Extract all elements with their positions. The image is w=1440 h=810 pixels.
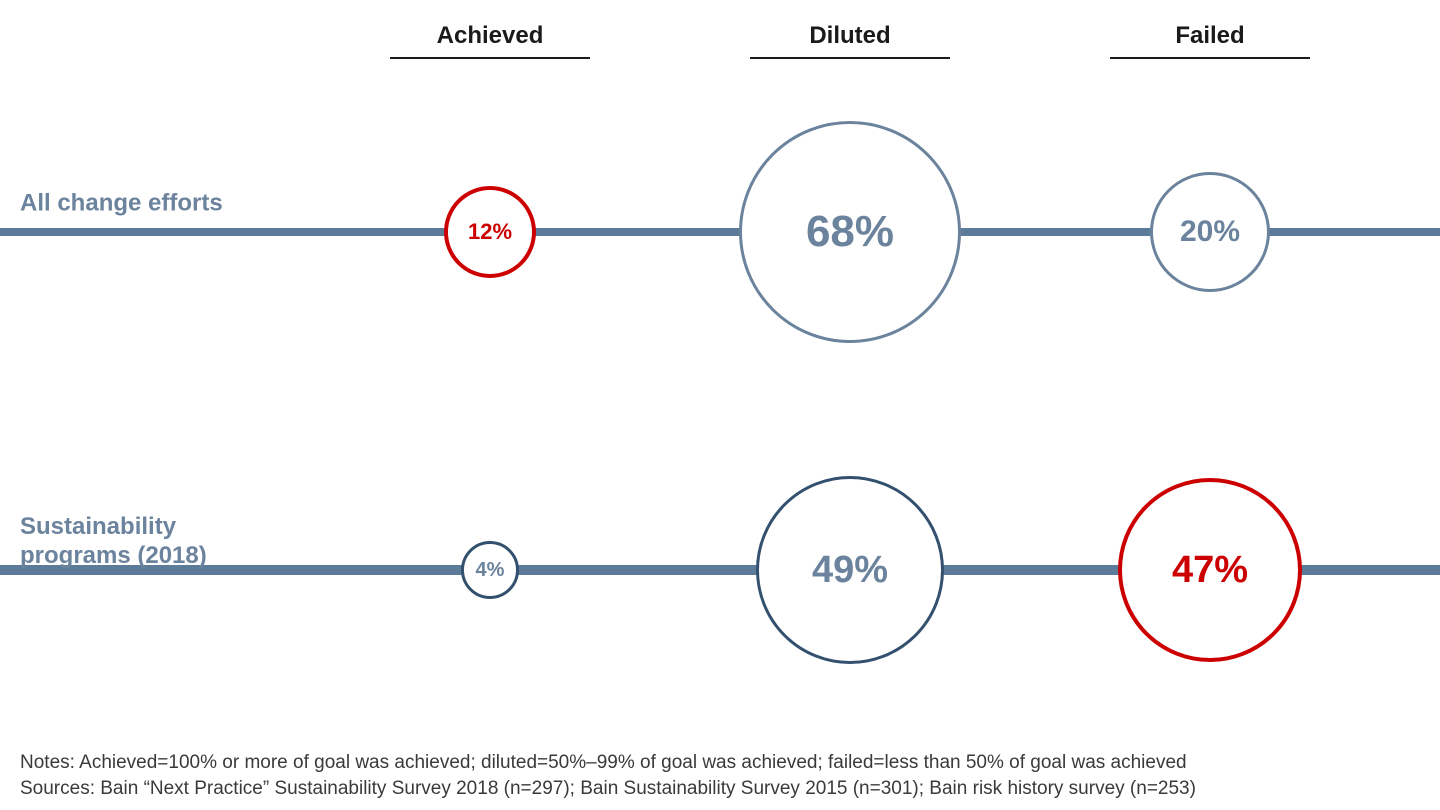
bubble-all_change-diluted: 68% xyxy=(739,121,961,343)
bubble-all_change-achieved: 12% xyxy=(444,186,536,278)
bubble-value-sustainability-diluted: 49% xyxy=(812,549,888,592)
column-underline-achieved xyxy=(390,57,590,59)
row-label-sustainability: Sustainability programs (2018) xyxy=(20,513,207,571)
bubble-value-all_change-failed: 20% xyxy=(1180,215,1240,249)
column-header-failed: Failed xyxy=(1175,22,1244,50)
footnote-line-1: Sources: Bain “Next Practice” Sustainabi… xyxy=(20,776,1196,802)
column-underline-diluted xyxy=(750,57,950,59)
footnote-line-0: Notes: Achieved=100% or more of goal was… xyxy=(20,750,1196,776)
column-underline-failed xyxy=(1110,57,1310,59)
bubble-value-sustainability-failed: 47% xyxy=(1172,549,1248,592)
bubble-sustainability-diluted: 49% xyxy=(756,476,944,664)
bubble-sustainability-achieved: 4% xyxy=(461,541,519,599)
chart-stage: Achieved Diluted Failed All change efforts 1… xyxy=(0,0,1440,810)
row-label-all_change: All change efforts xyxy=(20,190,223,219)
bubble-value-all_change-diluted: 68% xyxy=(806,207,894,257)
bubble-value-sustainability-achieved: 4% xyxy=(476,559,505,582)
footnotes: Notes: Achieved=100% or more of goal was… xyxy=(20,750,1196,801)
bubble-all_change-failed: 20% xyxy=(1150,172,1270,292)
column-header-diluted: Diluted xyxy=(809,22,890,50)
bubble-value-all_change-achieved: 12% xyxy=(468,219,512,245)
column-header-achieved: Achieved xyxy=(437,22,544,50)
bubble-sustainability-failed: 47% xyxy=(1118,478,1302,662)
